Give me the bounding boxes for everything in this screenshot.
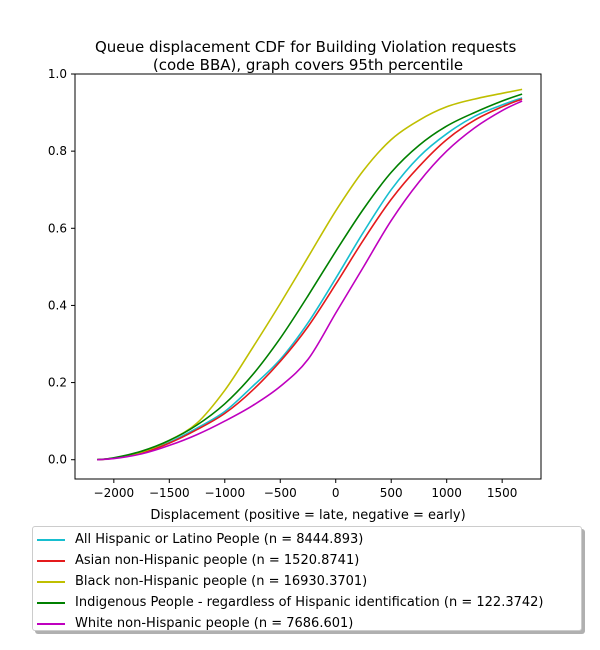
series-line-1 [97, 98, 523, 461]
legend-swatch [37, 580, 65, 583]
y-tick-label: 0.4 [48, 298, 67, 312]
series-line-4 [97, 100, 523, 461]
y-axis: 0.0 0.2 0.4 0.6 0.8 1.0 [48, 67, 75, 467]
legend-label: Black non-Hispanic people (n = 16930.370… [75, 574, 368, 589]
legend-label: All Hispanic or Latino People (n = 8444.… [75, 532, 364, 547]
x-tick-label: −1500 [149, 486, 190, 500]
legend-item: All Hispanic or Latino People (n = 8444.… [37, 529, 581, 550]
chart-title-line-2: (code BBA), graph covers 95th percentile [153, 56, 463, 74]
x-tick-label: 1500 [487, 486, 518, 500]
y-tick-label: 0.6 [48, 221, 67, 235]
legend-swatch [37, 538, 65, 541]
y-tick-label: 0.2 [48, 376, 67, 390]
y-tick-label: 0.0 [48, 453, 67, 467]
chart-title: Queue displacement CDF for Building Viol… [95, 38, 521, 74]
legend-item: Black non-Hispanic people (n = 16930.370… [37, 571, 581, 592]
legend-label: Indigenous People - regardless of Hispan… [75, 595, 544, 610]
series-line-3 [97, 93, 523, 461]
x-axis-label: Displacement (positive = late, negative … [150, 508, 465, 523]
plot-lines [97, 88, 523, 461]
x-tick-label: −2000 [94, 486, 135, 500]
legend-swatch [37, 601, 65, 604]
x-tick-label: 500 [380, 486, 403, 500]
legend-swatch [37, 622, 65, 625]
x-axis: −2000 −1500 −1000 −500 0 500 1000 1500 [94, 479, 518, 500]
x-tick-label: −500 [264, 486, 297, 500]
y-tick-label: 0.8 [48, 144, 67, 158]
legend-item: Asian non-Hispanic people (n = 1520.8741… [37, 550, 581, 571]
series-line-0 [97, 97, 523, 461]
x-tick-label: 1000 [431, 486, 462, 500]
x-tick-label: 0 [332, 486, 340, 500]
legend-swatch [37, 559, 65, 562]
legend-label: White non-Hispanic people (n = 7686.601) [75, 616, 354, 631]
chart-title-line-1: Queue displacement CDF for Building Viol… [95, 38, 516, 56]
plot-frame [74, 73, 542, 480]
legend: All Hispanic or Latino People (n = 8444.… [32, 526, 582, 631]
series-line-2 [97, 88, 523, 461]
legend-item: White non-Hispanic people (n = 7686.601) [37, 613, 581, 634]
legend-label: Asian non-Hispanic people (n = 1520.8741… [75, 553, 360, 568]
y-tick-label: 1.0 [48, 67, 67, 81]
x-tick-label: −1000 [204, 486, 245, 500]
legend-item: Indigenous People - regardless of Hispan… [37, 592, 581, 613]
